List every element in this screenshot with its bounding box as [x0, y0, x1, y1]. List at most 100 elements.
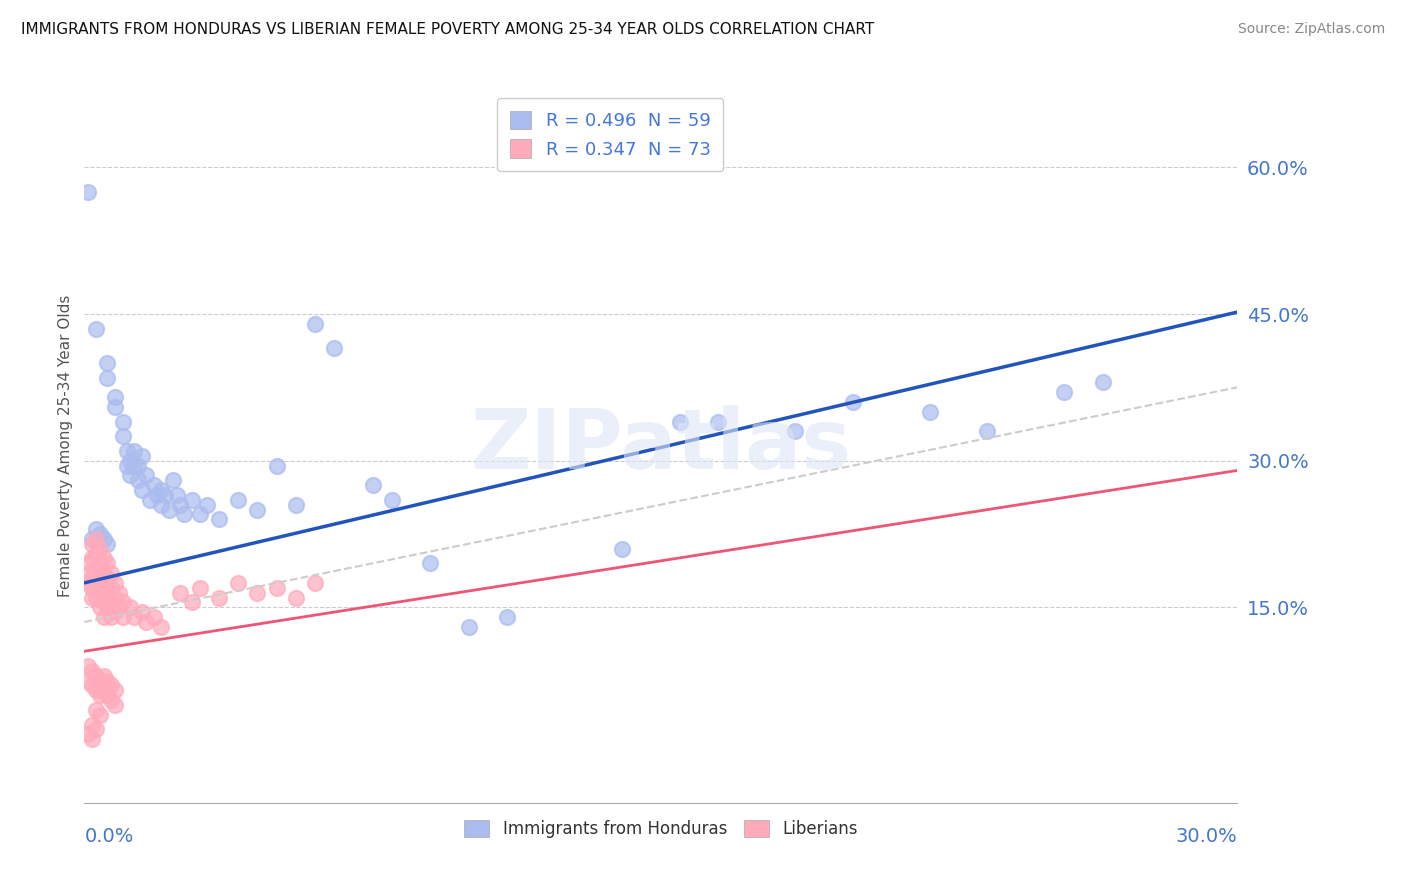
Point: [457, 620, 479, 634]
Point: [181, 595, 204, 609]
Point: [266, 581, 288, 595]
Point: [842, 395, 865, 409]
Point: [195, 498, 218, 512]
Point: [108, 585, 131, 599]
Point: [169, 498, 191, 512]
Point: [304, 575, 326, 590]
Point: [100, 610, 122, 624]
Point: [162, 473, 184, 487]
Point: [80, 664, 103, 678]
Point: [80, 581, 103, 595]
Point: [77, 185, 100, 199]
Point: [124, 458, 146, 473]
Point: [80, 571, 103, 585]
Point: [89, 707, 111, 722]
Point: [173, 508, 195, 522]
Point: [89, 688, 111, 702]
Legend: Immigrants from Honduras, Liberians: Immigrants from Honduras, Liberians: [457, 813, 865, 845]
Point: [100, 693, 122, 707]
Point: [100, 581, 122, 595]
Text: Source: ZipAtlas.com: Source: ZipAtlas.com: [1237, 22, 1385, 37]
Point: [208, 512, 231, 526]
Point: [84, 723, 107, 737]
Point: [153, 488, 176, 502]
Point: [80, 532, 103, 546]
Point: [89, 585, 111, 599]
Point: [89, 571, 111, 585]
Point: [89, 527, 111, 541]
Point: [80, 717, 103, 731]
Point: [80, 732, 103, 747]
Point: [84, 575, 107, 590]
Point: [111, 429, 134, 443]
Point: [111, 595, 134, 609]
Point: [89, 600, 111, 615]
Point: [111, 610, 134, 624]
Point: [84, 321, 107, 335]
Text: IMMIGRANTS FROM HONDURAS VS LIBERIAN FEMALE POVERTY AMONG 25-34 YEAR OLDS CORREL: IMMIGRANTS FROM HONDURAS VS LIBERIAN FEM…: [21, 22, 875, 37]
Point: [84, 532, 107, 546]
Y-axis label: Female Poverty Among 25-34 Year Olds: Female Poverty Among 25-34 Year Olds: [58, 295, 73, 597]
Point: [84, 522, 107, 536]
Text: 30.0%: 30.0%: [1175, 827, 1237, 847]
Point: [104, 698, 127, 712]
Point: [150, 483, 173, 497]
Point: [104, 390, 127, 404]
Point: [111, 415, 134, 429]
Text: ZIPatlas: ZIPatlas: [471, 406, 851, 486]
Point: [181, 492, 204, 507]
Point: [89, 557, 111, 571]
Point: [80, 537, 103, 551]
Point: [246, 502, 269, 516]
Point: [115, 458, 138, 473]
Point: [104, 605, 127, 619]
Point: [266, 458, 288, 473]
Point: [93, 566, 115, 580]
Point: [146, 488, 169, 502]
Point: [84, 703, 107, 717]
Point: [419, 557, 441, 571]
Point: [142, 610, 165, 624]
Point: [976, 425, 998, 439]
Point: [381, 492, 404, 507]
Point: [1091, 376, 1114, 390]
Point: [93, 683, 115, 698]
Point: [166, 488, 188, 502]
Point: [77, 566, 100, 580]
Point: [104, 400, 127, 414]
Point: [77, 727, 100, 741]
Point: [150, 620, 173, 634]
Point: [77, 659, 100, 673]
Point: [135, 615, 157, 629]
Point: [84, 561, 107, 575]
Point: [96, 600, 118, 615]
Point: [124, 610, 146, 624]
Point: [93, 595, 115, 609]
Point: [77, 557, 100, 571]
Point: [127, 473, 149, 487]
Point: [84, 547, 107, 561]
Point: [115, 443, 138, 458]
Point: [131, 605, 153, 619]
Point: [89, 673, 111, 688]
Point: [496, 610, 519, 624]
Point: [188, 508, 211, 522]
Text: 0.0%: 0.0%: [84, 827, 134, 847]
Point: [104, 575, 127, 590]
Point: [246, 585, 269, 599]
Point: [188, 581, 211, 595]
Point: [96, 356, 118, 370]
Point: [104, 591, 127, 605]
Point: [96, 370, 118, 384]
Point: [612, 541, 634, 556]
Point: [785, 425, 807, 439]
Point: [96, 688, 118, 702]
Point: [77, 575, 100, 590]
Point: [93, 581, 115, 595]
Point: [96, 557, 118, 571]
Point: [108, 600, 131, 615]
Point: [96, 537, 118, 551]
Point: [169, 585, 191, 599]
Point: [93, 532, 115, 546]
Point: [131, 449, 153, 463]
